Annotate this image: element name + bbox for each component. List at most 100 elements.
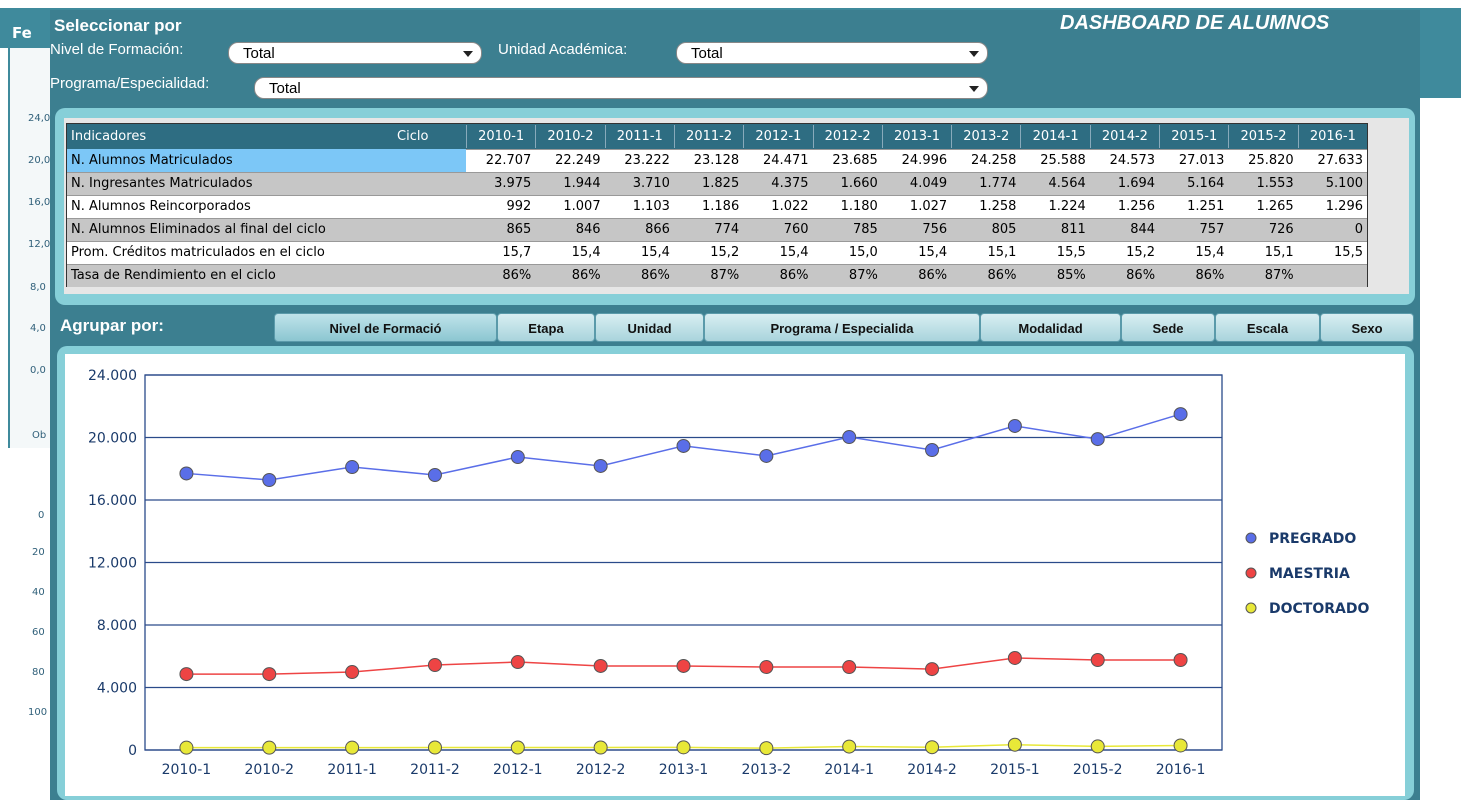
table-cell: 87% [848,268,878,283]
tab[interactable]: Nivel de Formació [274,313,497,342]
data-point [427,468,442,482]
background-fragment: 20,0 [28,155,51,166]
table-header: 2013-1 [881,125,951,148]
data-point [842,660,857,675]
table-cell: 1.103 [632,199,670,214]
table-cell: 4.564 [1048,176,1086,191]
tab[interactable]: Escala [1215,313,1320,342]
table-cell: 15,5 [1056,245,1086,260]
table-row [67,172,1367,195]
data-point [593,458,608,473]
data-point [925,740,940,755]
table-row [67,218,1367,241]
y-tick-label: 4.000 [97,681,137,697]
table-cell: 22.249 [555,153,601,168]
filter-label: Nivel de Formación: [50,41,184,58]
table-cell: 1.022 [771,199,809,214]
table-cell: 23.685 [832,153,878,168]
table-cell: 25.588 [1040,153,1086,168]
table-cell: 86% [1126,268,1156,283]
table-cell: 15,7 [502,245,532,260]
x-tick-label: 2014-2 [907,762,957,778]
table-cell: 865 [506,222,532,237]
data-point [1173,738,1188,753]
tab[interactable]: Sexo [1320,313,1414,342]
data-point [842,739,857,754]
tab[interactable]: Sede [1121,313,1215,342]
table-header: Indicadores [71,129,147,144]
table-cell: 1.186 [702,199,740,214]
background-fragment: 100 [28,707,48,718]
table-cell: 5.100 [1325,176,1363,191]
data-point [593,658,608,673]
background-fragment: 4,0 [30,323,46,334]
x-tick-label: 2013-2 [742,762,792,778]
table-cell: 1.258 [979,199,1017,214]
table-cell: 844 [1130,222,1156,237]
data-point [925,443,940,457]
filter-label: Programa/Especialidad: [50,75,210,92]
legend-label: PREGRADO [1269,531,1356,547]
table-cell: 774 [714,222,740,237]
table-cell: 23.128 [693,153,740,168]
table-header: 2011-2 [673,125,743,148]
background-fragment: 0,0 [30,365,46,376]
background-fragment: 80 [32,667,45,678]
table-row [67,195,1367,218]
background-fragment: 0 [38,510,45,521]
data-point [510,655,525,670]
table-cell: 785 [853,222,878,237]
table-cell: 1.694 [1117,176,1156,191]
row-label: N. Alumnos Eliminados al final del ciclo [71,222,326,237]
data-point [593,740,608,755]
data-point [262,473,277,487]
y-tick-label: 8.000 [97,618,137,634]
legend-marker [1245,602,1257,614]
background-fragment: 20 [32,547,45,558]
data-point [1090,653,1105,667]
data-point [759,660,774,675]
bg-panel [1420,48,1461,98]
data-point [1090,432,1105,447]
legend-label: DOCTORADO [1269,601,1369,617]
table-cell: 15,0 [848,245,878,260]
table-cell: 86% [571,268,601,283]
table-cell: 15,1 [987,245,1017,260]
table-cell: 24.471 [763,153,809,168]
data-point [510,740,525,755]
table-cell: 86% [779,268,809,283]
table-cell: 811 [1060,222,1086,237]
table-cell: 992 [506,199,532,214]
background-fragment: 16,0 [28,197,51,208]
indicator-table: Indicadores Ciclo 2010-1 2010-2 2011-1 2011-2… [66,123,1368,287]
tab[interactable]: Modalidad [980,313,1121,342]
filter-dropdown[interactable]: Total [676,42,988,64]
tab[interactable]: Programa / Especialida [704,313,980,342]
table-row [67,241,1367,264]
table-cell: 1.296 [1325,199,1363,214]
filter-dropdown[interactable]: Total [228,42,482,64]
data-point [179,466,194,481]
table-cell: 24.996 [901,153,948,168]
table-header-row [67,124,1367,149]
table-cell: 1.007 [563,199,601,214]
table-cell: 3.710 [632,176,670,191]
table-cell: 1.027 [909,199,948,214]
table-header: 2010-1 [466,125,535,148]
table-cell: 87% [1264,268,1294,283]
background-fragment: 12,0 [28,239,51,250]
table-header: 2010-2 [535,125,604,148]
table-cell: 1.553 [1256,176,1294,191]
tab[interactable]: Unidad [595,313,704,342]
data-point [262,740,277,755]
table-cell: 866 [645,222,670,237]
table-cell: 4.375 [771,176,809,191]
table-cell: 85% [1056,268,1086,283]
data-point [179,740,194,755]
row-label: N. Alumnos Matriculados [67,149,466,172]
filter-dropdown[interactable]: Total [254,77,988,99]
table-cell: 15,4 [1195,245,1225,260]
table-header: 2014-2 [1089,125,1159,148]
tab[interactable]: Etapa [497,313,595,342]
table-cell: 1.251 [1187,199,1225,214]
